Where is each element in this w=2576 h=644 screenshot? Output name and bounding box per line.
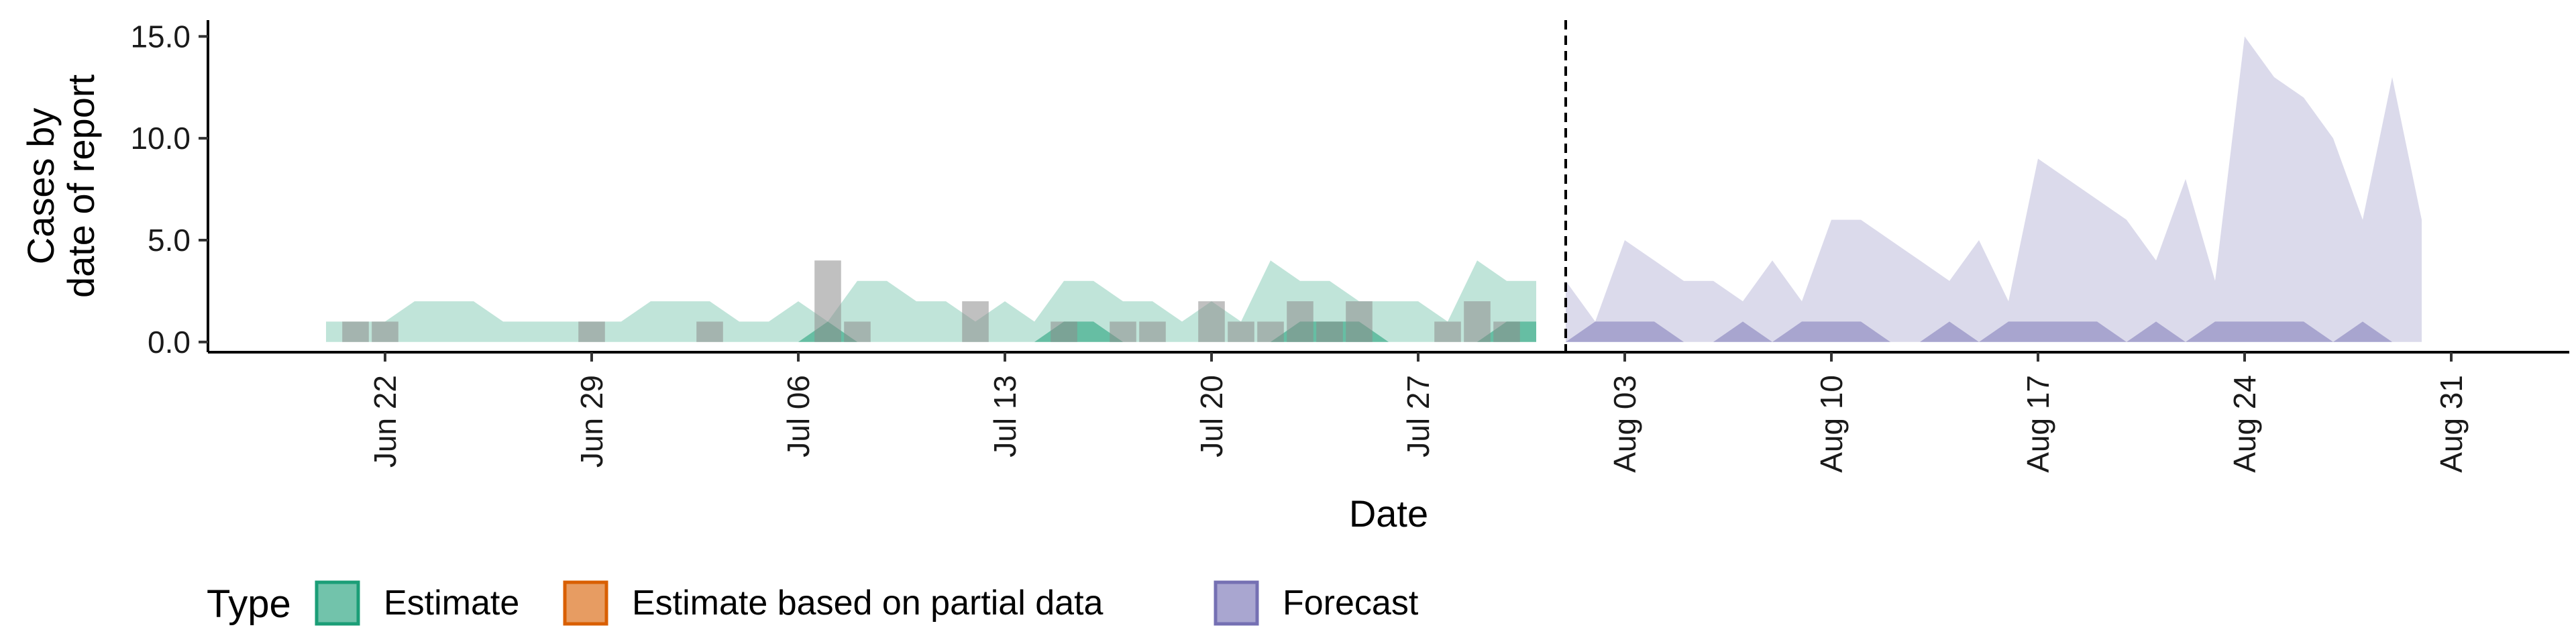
y-ticks: 0.0 5.0 10.0 15.0 — [130, 19, 208, 360]
legend: Type Estimate Estimate based on partial d… — [207, 580, 1419, 626]
y-tick-label: 15.0 — [130, 19, 191, 54]
forecast-inner-band — [1566, 321, 2422, 342]
legend-label-forecast: Forecast — [1283, 584, 1419, 623]
observed-bar — [962, 301, 989, 342]
x-tick-label: Aug 17 — [2021, 375, 2055, 473]
x-tick-label: Jun 29 — [574, 375, 609, 468]
y-tick-label: 5.0 — [148, 223, 191, 258]
observed-bars — [342, 260, 1520, 342]
x-axis-title: Date — [1349, 492, 1428, 535]
observed-bar — [844, 321, 871, 342]
axes — [207, 20, 2569, 354]
observed-bar — [1464, 301, 1491, 342]
x-tick-label: Jul 13 — [987, 375, 1022, 458]
observed-bar — [1257, 321, 1284, 342]
observed-bar — [1493, 321, 1520, 342]
forecast-outer-band — [1566, 36, 2422, 342]
legend-swatch-forecast — [1214, 580, 1259, 626]
x-tick-label: Aug 24 — [2227, 375, 2262, 473]
observed-bar — [372, 321, 398, 342]
observed-bar — [1228, 321, 1254, 342]
observed-bar — [1198, 301, 1225, 342]
x-tick-label: Aug 31 — [2434, 375, 2469, 473]
x-ticks: Jun 22 Jun 29 Jul 06 Jul 13 Jul 20 Jul 27 Aug … — [368, 352, 2469, 473]
x-tick-label: Jul 27 — [1401, 375, 1436, 458]
x-tick-label: Jul 20 — [1194, 375, 1229, 458]
observed-bar — [1051, 321, 1077, 342]
x-tick-label: Jun 22 — [368, 375, 402, 468]
y-axis-title-line: Cases by — [19, 108, 62, 264]
observed-bar — [342, 321, 369, 342]
y-tick-label: 10.0 — [130, 121, 191, 156]
legend-label-partial: Estimate based on partial data — [632, 584, 1104, 623]
observed-bar — [814, 260, 841, 342]
observed-bar — [578, 321, 605, 342]
legend-label-estimate: Estimate — [384, 584, 519, 623]
observed-bar — [696, 321, 723, 342]
x-tick-label: Aug 03 — [1607, 375, 1642, 473]
x-tick-label: Aug 10 — [1814, 375, 1849, 473]
legend-swatch-partial — [563, 580, 608, 626]
y-axis-title-line: date of report — [60, 74, 102, 299]
observed-bar — [1346, 301, 1373, 342]
y-axis-title: Cases bydate of report — [19, 74, 102, 299]
observed-bar — [1110, 321, 1136, 342]
x-tick-label: Jul 06 — [781, 375, 816, 458]
observed-bar — [1434, 321, 1461, 342]
observed-bar — [1316, 321, 1343, 342]
observed-bar — [1139, 321, 1166, 342]
forecast-outer-area — [1566, 36, 2422, 342]
observed-bar — [1287, 301, 1313, 342]
y-tick-label: 0.0 — [148, 325, 191, 360]
legend-swatch-estimate — [315, 580, 360, 626]
legend-title: Type — [207, 582, 291, 626]
forecast-inner-area — [1566, 321, 2422, 342]
